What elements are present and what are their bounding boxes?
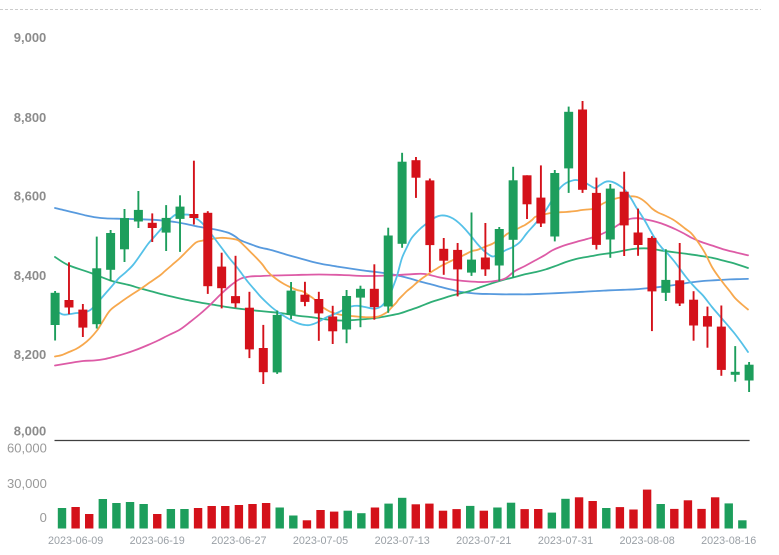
svg-text:8,800: 8,800: [14, 110, 47, 125]
svg-text:8,200: 8,200: [14, 347, 47, 362]
svg-text:2023-08-16: 2023-08-16: [701, 535, 756, 547]
svg-text:2023-07-21: 2023-07-21: [456, 535, 511, 547]
svg-text:2023-06-09: 2023-06-09: [48, 535, 103, 547]
svg-text:2023-07-31: 2023-07-31: [538, 535, 593, 547]
svg-text:2023-07-05: 2023-07-05: [293, 535, 348, 547]
svg-text:2023-06-27: 2023-06-27: [211, 535, 266, 547]
svg-text:60,000: 60,000: [7, 440, 47, 455]
svg-text:8,000: 8,000: [14, 424, 47, 439]
svg-text:2023-06-19: 2023-06-19: [130, 535, 185, 547]
svg-text:0: 0: [40, 510, 47, 525]
svg-text:9,000: 9,000: [14, 30, 47, 45]
svg-text:8,600: 8,600: [14, 189, 47, 204]
svg-text:30,000: 30,000: [7, 476, 47, 491]
svg-text:2023-07-13: 2023-07-13: [375, 535, 430, 547]
svg-text:2023-08-08: 2023-08-08: [619, 535, 674, 547]
svg-text:8,400: 8,400: [14, 268, 47, 283]
